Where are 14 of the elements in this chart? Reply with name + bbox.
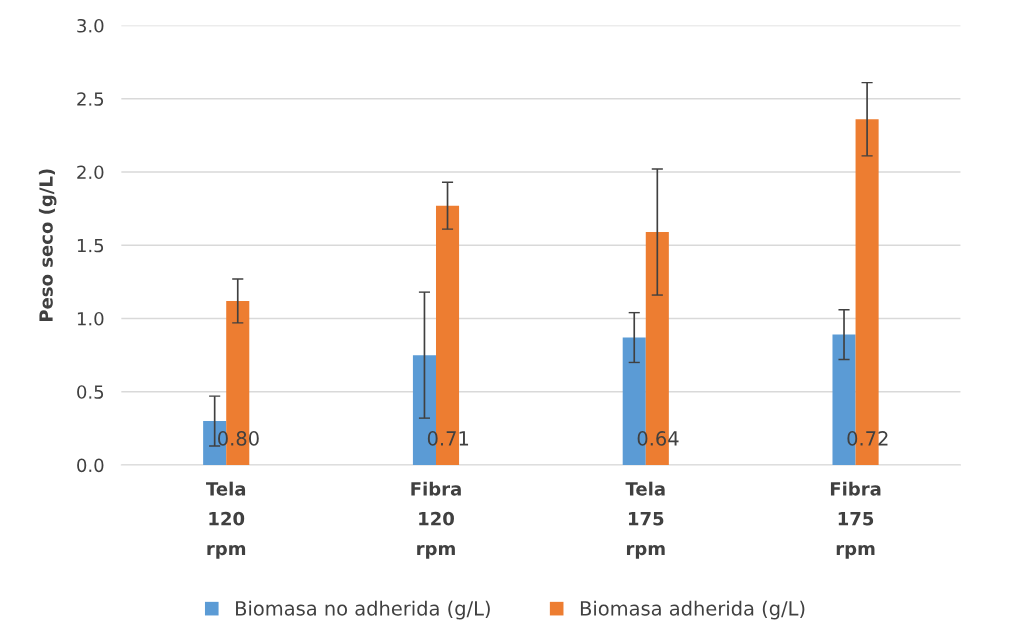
y-tick-label: 2.0 bbox=[77, 165, 104, 180]
legend-label: Biomasa adherida (g/L) bbox=[580, 600, 805, 620]
y-tick-label: 0.0 bbox=[77, 458, 104, 473]
x-tick-label: Fibra 120 rpm bbox=[411, 481, 461, 559]
y-tick-label: 2.5 bbox=[77, 92, 104, 106]
y-axis-title: Peso seco (g/L) bbox=[38, 169, 57, 321]
y-tick-label: 0.5 bbox=[77, 385, 104, 399]
x-tick-label: Fibra 175 rpm bbox=[830, 481, 881, 559]
y-tick-label: 1.5 bbox=[77, 238, 104, 253]
legend-label: Biomasa no adherida (g/L) bbox=[236, 600, 490, 620]
y-tick-label: 1.0 bbox=[77, 311, 104, 326]
x-tick-label: Tela 175 rpm bbox=[625, 481, 665, 559]
x-tick-label: Tela 120 rpm bbox=[206, 481, 246, 559]
y-tick-label: 3.0 bbox=[77, 18, 104, 33]
